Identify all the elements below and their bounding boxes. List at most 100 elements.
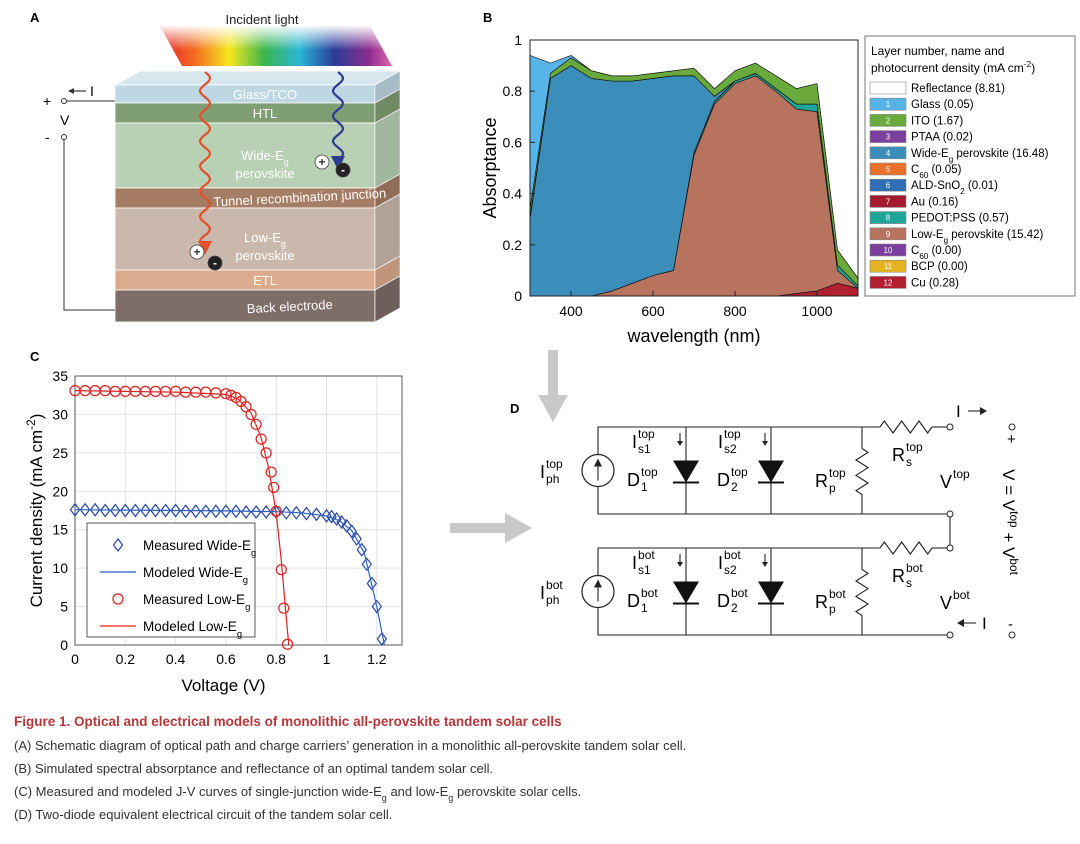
charge-sign: - [341,163,345,177]
data-point [331,511,342,526]
text-part: perovskite solar cells. [453,784,581,799]
text-part: g [448,793,453,803]
data-point [326,509,337,524]
text-part: -2 [24,419,38,430]
data-point [260,505,272,520]
data-point [170,503,181,518]
text-part: + V [999,528,1018,559]
y-axis-label: Absorptance [480,117,500,218]
light-ray-head [331,156,345,170]
legend-label: Glass (0.05) [911,99,974,111]
legend-number: 1 [886,100,891,109]
layer-side-shade [375,71,400,103]
legend-label: PEDOT:PSS (0.57) [911,213,1009,225]
x-tick-label: 1.2 [367,651,387,667]
circuit-label-sub: p [829,481,836,495]
circuit-label-sub: 1 [641,480,648,494]
text-part: g [949,154,953,163]
text-part: ALD-SnO [911,180,960,192]
charge [189,244,205,260]
legend-swatch [869,130,907,143]
plot-frame [529,39,859,297]
current-label: I [956,402,961,421]
caption-line: (B) Simulated spectral absorptance and r… [14,761,493,776]
layer [114,122,376,189]
text-part: ITO (1.67) [911,115,963,127]
legend-swatch [869,211,907,224]
legend-label: PTAA (0.02) [911,132,973,144]
circuit-label-sub: 2 [731,601,738,615]
terminal [946,544,954,552]
circuit-label: R [892,566,905,586]
data-point [291,505,302,520]
data-point [281,505,292,520]
current-arrow-head [68,88,74,94]
legend-marker [112,593,124,605]
text-part: Modeled Wide-E [143,565,243,580]
legend-label: Wide-Eg perovskite (16.48) [911,148,1049,164]
legend-swatch [869,114,907,127]
caption-line: (D) Two-diode equivalent electrical circ… [14,807,392,822]
caption-line: (C) Measured and modeled J-V curves of s… [14,784,581,803]
resistor [879,420,933,434]
charge-sign: - [213,256,217,270]
circuit-label: I [540,462,545,482]
y-tick-label: 0 [514,288,522,304]
circuit-label-sub: s [906,455,912,469]
legend-swatch [869,259,907,273]
layer-label: Wide-Eg [241,148,289,167]
data-point [99,503,111,518]
terminal-sign: - [45,129,50,145]
wire [597,426,880,455]
data-point [160,503,171,518]
terminal [946,631,954,639]
charge-sign: + [318,155,325,169]
text-part: ) [1031,61,1035,75]
panel-label: B [483,10,492,25]
text-part: PEDOT:PSS (0.57) [911,213,1009,225]
x-tick-label: 800 [723,303,747,319]
current-label: I [982,614,987,633]
y-tick-label: 0.6 [503,134,523,150]
circuit-label-sup: top [641,465,658,479]
legend-label: Reflectance (8.81) [911,83,1005,95]
y-tick-label: 20 [52,483,68,499]
circuit-label-sub: p [829,602,836,616]
data-point [301,506,312,521]
legend-swatch [869,227,907,241]
circuit-label-sup: bot [906,561,923,575]
data-point [210,387,222,399]
data-point [346,524,357,539]
legend-label: BCP (0.00) [911,261,968,273]
y-tick-label: 1 [514,32,522,48]
legend-label: C60 (0.05) [911,164,962,180]
legend-swatch [869,162,907,176]
text-part: g [944,235,948,244]
text-part: C [911,245,919,257]
text-part: g [382,793,387,803]
resistor [854,448,870,495]
legend-label: Modeled Wide-Eg [143,565,248,586]
legend-number: 8 [886,214,891,223]
text-part: top [1007,511,1021,528]
x-axis-label: wavelength (nm) [626,326,760,346]
text-part: and low-E [387,784,449,799]
y-tick-label: 35 [52,368,68,384]
terminal-sign: + [1007,431,1016,448]
circuit-label: D [717,591,730,611]
legend-number: 4 [886,149,891,158]
circuit-label-sup: bot [638,548,655,562]
text-part: perovskite [235,248,294,263]
text-part: C [911,164,919,176]
text-part: 2 [960,187,965,196]
data-point [278,602,290,614]
layer-side-shade [375,109,400,188]
text-part: PTAA (0.02) [911,132,973,144]
data-point [200,504,212,519]
legend-number: 5 [886,165,891,174]
legend-number: 2 [886,116,891,125]
source-arrow-head [594,458,602,467]
layer [114,207,376,271]
x-tick-label: 600 [641,303,665,319]
